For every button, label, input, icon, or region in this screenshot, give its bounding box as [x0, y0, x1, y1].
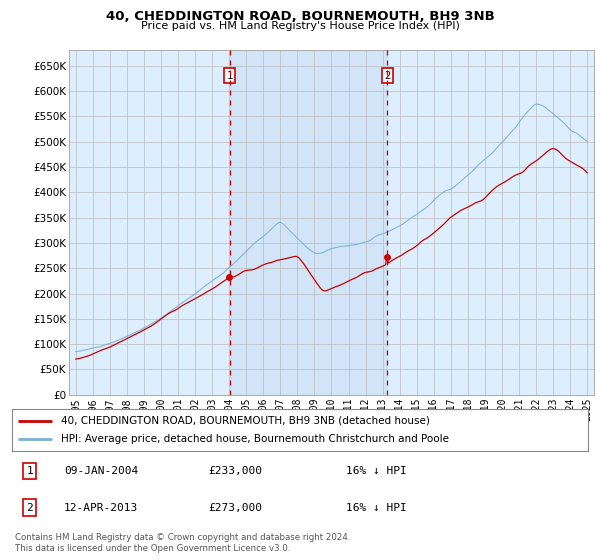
- Bar: [230, 50, 388, 395]
- Text: £273,000: £273,000: [208, 502, 262, 512]
- Text: 40, CHEDDINGTON ROAD, BOURNEMOUTH, BH9 3NB: 40, CHEDDINGTON ROAD, BOURNEMOUTH, BH9 3…: [106, 10, 494, 23]
- Text: 2: 2: [384, 71, 391, 81]
- Text: 16% ↓ HPI: 16% ↓ HPI: [346, 466, 407, 476]
- Text: 1: 1: [26, 466, 33, 476]
- Text: 40, CHEDDINGTON ROAD, BOURNEMOUTH, BH9 3NB (detached house): 40, CHEDDINGTON ROAD, BOURNEMOUTH, BH9 3…: [61, 416, 430, 426]
- Text: 2: 2: [26, 502, 33, 512]
- Text: 16% ↓ HPI: 16% ↓ HPI: [346, 502, 407, 512]
- Text: 09-JAN-2004: 09-JAN-2004: [64, 466, 138, 476]
- Text: HPI: Average price, detached house, Bournemouth Christchurch and Poole: HPI: Average price, detached house, Bour…: [61, 434, 449, 444]
- Text: 12-APR-2013: 12-APR-2013: [64, 502, 138, 512]
- Text: Contains HM Land Registry data © Crown copyright and database right 2024.
This d: Contains HM Land Registry data © Crown c…: [15, 533, 350, 553]
- Bar: [230, 50, 388, 395]
- Text: Price paid vs. HM Land Registry's House Price Index (HPI): Price paid vs. HM Land Registry's House …: [140, 21, 460, 31]
- Text: £233,000: £233,000: [208, 466, 262, 476]
- Text: 1: 1: [227, 71, 233, 81]
